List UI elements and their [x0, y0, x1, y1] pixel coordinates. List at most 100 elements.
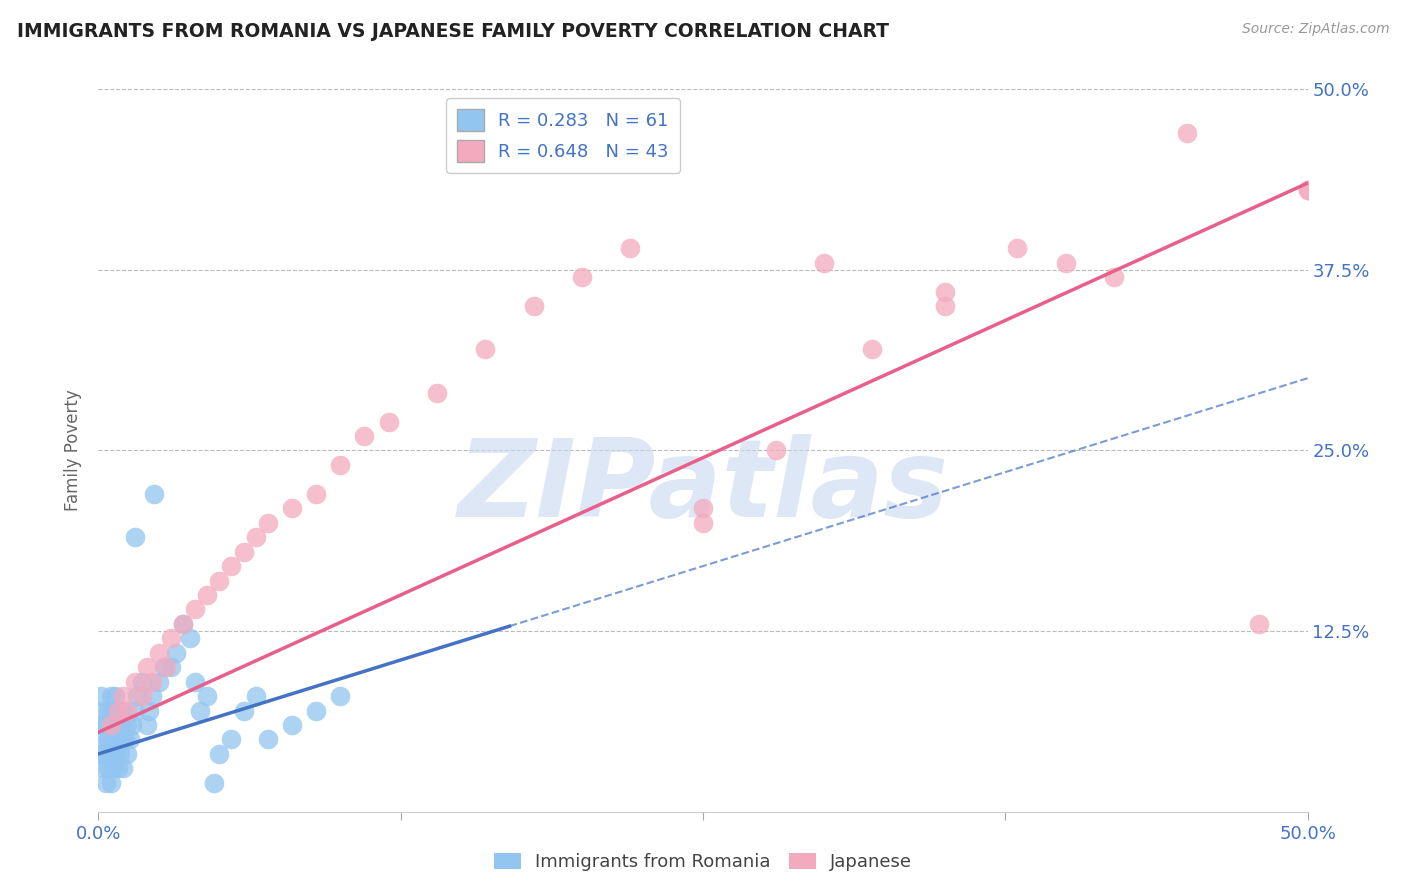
Point — [256, 516, 278, 530]
Point — [245, 530, 267, 544]
Point — [131, 689, 153, 703]
Point — [179, 632, 201, 646]
Point — [1054, 255, 1077, 269]
Point — [104, 689, 127, 703]
Point — [184, 674, 207, 689]
Point — [121, 718, 143, 732]
Point — [208, 574, 231, 588]
Point — [94, 776, 117, 790]
Point — [135, 660, 157, 674]
Point — [221, 732, 243, 747]
Point — [107, 704, 129, 718]
Y-axis label: Family Poverty: Family Poverty — [65, 390, 83, 511]
Point — [111, 761, 134, 775]
Point — [765, 443, 787, 458]
Point — [107, 704, 129, 718]
Point — [100, 776, 122, 790]
Point — [1249, 616, 1271, 631]
Point — [100, 718, 122, 732]
Point — [101, 732, 124, 747]
Point — [100, 689, 122, 703]
Point — [107, 761, 129, 775]
Point — [208, 747, 231, 761]
Point — [165, 646, 187, 660]
Point — [160, 632, 183, 646]
Point — [474, 343, 496, 357]
Point — [90, 689, 112, 703]
Point — [94, 747, 117, 761]
Point — [1175, 126, 1198, 140]
Point — [111, 732, 134, 747]
Point — [90, 747, 112, 761]
Point — [100, 718, 122, 732]
Point — [143, 487, 166, 501]
Legend: Immigrants from Romania, Japanese: Immigrants from Romania, Japanese — [486, 846, 920, 879]
Point — [127, 689, 149, 703]
Point — [104, 718, 127, 732]
Point — [245, 689, 267, 703]
Point — [114, 732, 136, 747]
Point — [117, 747, 139, 761]
Point — [124, 704, 146, 718]
Point — [131, 674, 153, 689]
Point — [934, 285, 956, 299]
Point — [97, 704, 120, 718]
Point — [148, 674, 170, 689]
Point — [104, 747, 127, 761]
Point — [97, 732, 120, 747]
Point — [281, 501, 304, 516]
Point — [91, 704, 114, 718]
Point — [135, 718, 157, 732]
Point — [101, 761, 124, 775]
Point — [426, 385, 449, 400]
Point — [160, 660, 183, 674]
Point — [141, 689, 163, 703]
Text: IMMIGRANTS FROM ROMANIA VS JAPANESE FAMILY POVERTY CORRELATION CHART: IMMIGRANTS FROM ROMANIA VS JAPANESE FAMI… — [17, 22, 889, 41]
Point — [90, 718, 112, 732]
Point — [934, 299, 956, 313]
Point — [97, 761, 120, 775]
Point — [172, 616, 194, 631]
Point — [329, 458, 352, 472]
Point — [118, 732, 141, 747]
Point — [204, 776, 226, 790]
Point — [1296, 183, 1319, 197]
Point — [232, 544, 254, 558]
Point — [860, 343, 883, 357]
Point — [619, 241, 641, 255]
Point — [256, 732, 278, 747]
Point — [188, 704, 211, 718]
Point — [117, 718, 139, 732]
Point — [692, 516, 714, 530]
Point — [172, 616, 194, 631]
Point — [141, 674, 163, 689]
Point — [305, 704, 328, 718]
Point — [152, 660, 174, 674]
Point — [232, 704, 254, 718]
Point — [353, 429, 375, 443]
Point — [111, 689, 134, 703]
Point — [107, 732, 129, 747]
Text: ZIPatlas: ZIPatlas — [457, 434, 949, 540]
Point — [1007, 241, 1029, 255]
Point — [100, 747, 122, 761]
Point — [108, 747, 131, 761]
Point — [91, 761, 114, 775]
Point — [377, 415, 399, 429]
Point — [221, 559, 243, 574]
Point — [111, 704, 134, 718]
Point — [108, 718, 131, 732]
Point — [184, 602, 207, 616]
Point — [101, 704, 124, 718]
Point — [195, 689, 218, 703]
Point — [124, 530, 146, 544]
Point — [523, 299, 546, 313]
Point — [195, 588, 218, 602]
Point — [305, 487, 328, 501]
Point — [94, 718, 117, 732]
Point — [138, 704, 160, 718]
Point — [692, 501, 714, 516]
Point — [571, 270, 593, 285]
Point — [281, 718, 304, 732]
Point — [148, 646, 170, 660]
